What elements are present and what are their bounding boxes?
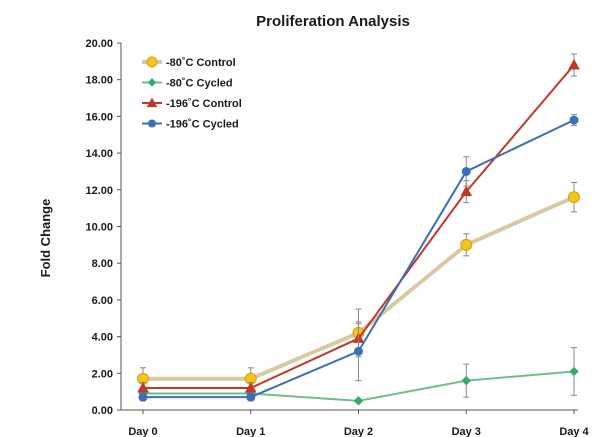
data-point	[460, 238, 473, 251]
chart-title: Proliferation Analysis	[256, 13, 410, 30]
data-point	[138, 392, 148, 402]
y-tick-label: 2.00	[92, 368, 113, 380]
data-point	[461, 375, 471, 386]
x-tick-label: Day 4	[559, 426, 589, 437]
legend-swatch-marker	[148, 119, 156, 128]
series-group	[137, 53, 580, 406]
y-axis-ticks: 0.00 2.00 4.00 6.00 8.00 10.00 12.00 14.00 16.00…	[85, 38, 121, 417]
data-point	[461, 166, 471, 176]
legend-label: -80˚C Control	[166, 57, 236, 69]
y-tick-label: 0.00	[92, 405, 113, 417]
y-tick-label: 20.00	[85, 38, 113, 50]
data-point	[568, 191, 580, 204]
y-tick-label: 6.00	[92, 295, 113, 307]
y-tick-label: 8.00	[92, 258, 113, 270]
legend: -80˚C Control -80˚C Cycled -196˚C Control -…	[142, 56, 242, 131]
x-tick-label: Day 3	[452, 426, 481, 437]
y-tick-label: 18.00	[85, 75, 113, 87]
data-point	[246, 392, 256, 402]
legend-swatch-marker	[146, 56, 158, 68]
legend-label: -80˚C Cycled	[166, 78, 233, 90]
x-tick-label: Day 2	[344, 426, 373, 437]
y-axis-label: Fold Change	[38, 199, 53, 278]
y-tick-label: 12.00	[85, 185, 113, 197]
x-tick-label: Day 0	[128, 426, 157, 437]
y-tick-label: 10.00	[85, 222, 113, 234]
y-tick-label: 14.00	[85, 148, 113, 160]
x-axis-ticks: Day 0 Day 1 Day 2 Day 3 Day 4	[128, 410, 590, 437]
legend-label: -196˚C Control	[166, 98, 242, 110]
legend-swatch-marker	[146, 97, 158, 108]
legend-swatch-marker	[147, 78, 157, 87]
data-point	[353, 396, 364, 406]
y-tick-label: 16.00	[85, 111, 113, 123]
data-point	[460, 185, 473, 197]
data-point	[568, 58, 580, 70]
series-3	[138, 114, 579, 402]
x-tick-label: Day 1	[236, 426, 265, 437]
legend-label: -196˚C Cycled	[166, 119, 239, 131]
data-point	[569, 366, 579, 377]
data-point	[569, 115, 579, 125]
data-point	[137, 381, 149, 393]
data-point	[354, 346, 363, 356]
y-tick-label: 4.00	[92, 332, 113, 344]
data-point	[244, 381, 257, 393]
